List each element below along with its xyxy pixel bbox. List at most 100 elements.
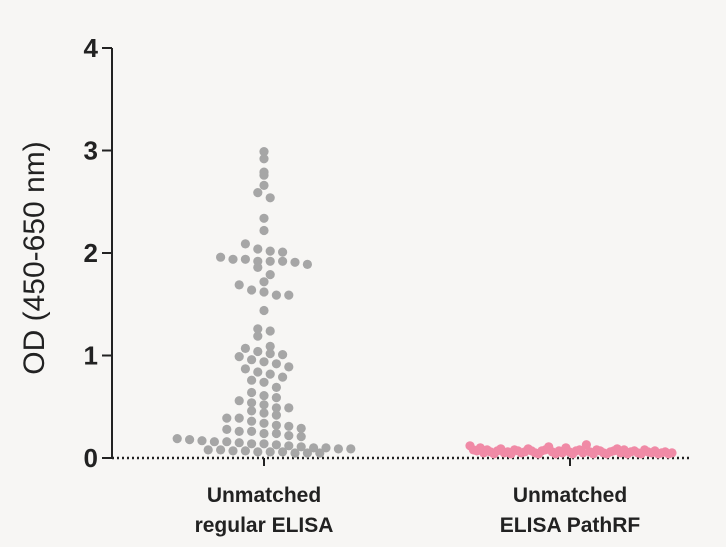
data-point — [234, 352, 244, 362]
data-point — [197, 436, 207, 446]
category-label-line1: Unmatched — [207, 484, 321, 507]
data-point — [259, 428, 269, 439]
data-point — [271, 440, 281, 450]
data-point — [234, 438, 244, 448]
data-point — [247, 285, 257, 295]
data-point — [259, 167, 269, 177]
data-point — [253, 188, 263, 198]
data-point — [296, 423, 306, 433]
data-point — [278, 247, 288, 257]
data-point — [278, 256, 288, 266]
category-label-line2: regular ELISA — [195, 514, 334, 537]
data-point — [296, 432, 306, 442]
data-point — [259, 277, 269, 287]
data-point — [259, 377, 269, 387]
category-label-line2: ELISA PathRF — [500, 514, 641, 537]
data-point — [284, 403, 294, 413]
data-point — [240, 343, 250, 353]
data-point — [290, 257, 300, 267]
data-point — [240, 239, 250, 249]
data-point — [240, 446, 250, 456]
data-point — [271, 420, 281, 430]
y-tick-label: 4 — [84, 33, 99, 63]
data-point — [247, 398, 257, 408]
data-point — [247, 416, 257, 426]
data-point — [315, 448, 325, 458]
dots-group — [172, 147, 677, 459]
data-point — [228, 446, 238, 456]
data-point — [271, 403, 281, 413]
data-point — [247, 439, 257, 449]
data-point — [259, 225, 269, 236]
data-point — [265, 447, 275, 457]
data-point — [346, 444, 356, 454]
data-point — [253, 244, 263, 254]
data-point — [284, 431, 294, 441]
data-point — [259, 418, 269, 428]
data-point — [228, 254, 238, 264]
data-point — [259, 305, 269, 316]
data-point — [284, 362, 294, 372]
data-point — [265, 349, 275, 359]
y-tick-label: 2 — [84, 238, 98, 268]
data-point — [253, 256, 263, 266]
data-point — [271, 382, 281, 392]
category-label-line1: Unmatched — [513, 484, 627, 507]
data-point — [271, 359, 281, 369]
data-point — [265, 326, 275, 336]
data-point — [296, 442, 306, 452]
data-point — [309, 443, 319, 453]
data-point — [247, 355, 257, 365]
y-axis-label: OD (450-650 nm) — [18, 141, 51, 374]
data-point — [302, 448, 312, 458]
data-point — [271, 428, 281, 439]
data-point — [259, 287, 269, 297]
data-point — [265, 369, 275, 379]
data-point — [278, 350, 288, 360]
data-point — [216, 445, 226, 455]
data-point — [578, 448, 588, 458]
y-tick-label: 0 — [84, 443, 98, 473]
data-point — [234, 413, 244, 423]
data-point — [253, 324, 263, 334]
data-point — [209, 437, 219, 447]
data-point — [290, 448, 300, 458]
data-point — [259, 154, 269, 164]
data-point — [278, 447, 288, 457]
data-point — [278, 372, 288, 382]
data-point — [185, 435, 195, 445]
data-point — [259, 439, 269, 449]
data-point — [172, 434, 182, 444]
data-point — [222, 413, 232, 423]
data-point — [271, 410, 281, 420]
data-point — [234, 426, 244, 436]
data-point — [253, 331, 263, 341]
data-point — [271, 290, 281, 300]
data-point — [302, 259, 312, 269]
data-point — [253, 346, 263, 357]
data-point — [216, 252, 226, 262]
data-point — [222, 424, 232, 434]
data-point — [222, 437, 232, 447]
category-labels: Unmatched regular ELISA Unmatched ELISA Pat… — [195, 484, 641, 537]
data-point — [265, 270, 275, 280]
data-point — [259, 391, 269, 401]
data-point — [253, 447, 263, 457]
data-point — [240, 364, 250, 374]
data-point — [234, 396, 244, 406]
data-point — [259, 147, 269, 157]
data-point — [259, 213, 269, 223]
data-point — [581, 440, 592, 450]
data-point — [284, 421, 294, 431]
data-point — [284, 441, 294, 451]
data-point — [265, 246, 275, 256]
data-point — [265, 341, 275, 351]
data-point — [240, 254, 250, 264]
data-point — [247, 375, 257, 385]
data-point — [259, 408, 269, 418]
data-point — [234, 280, 244, 290]
data-point — [667, 448, 677, 458]
data-point — [247, 426, 257, 436]
